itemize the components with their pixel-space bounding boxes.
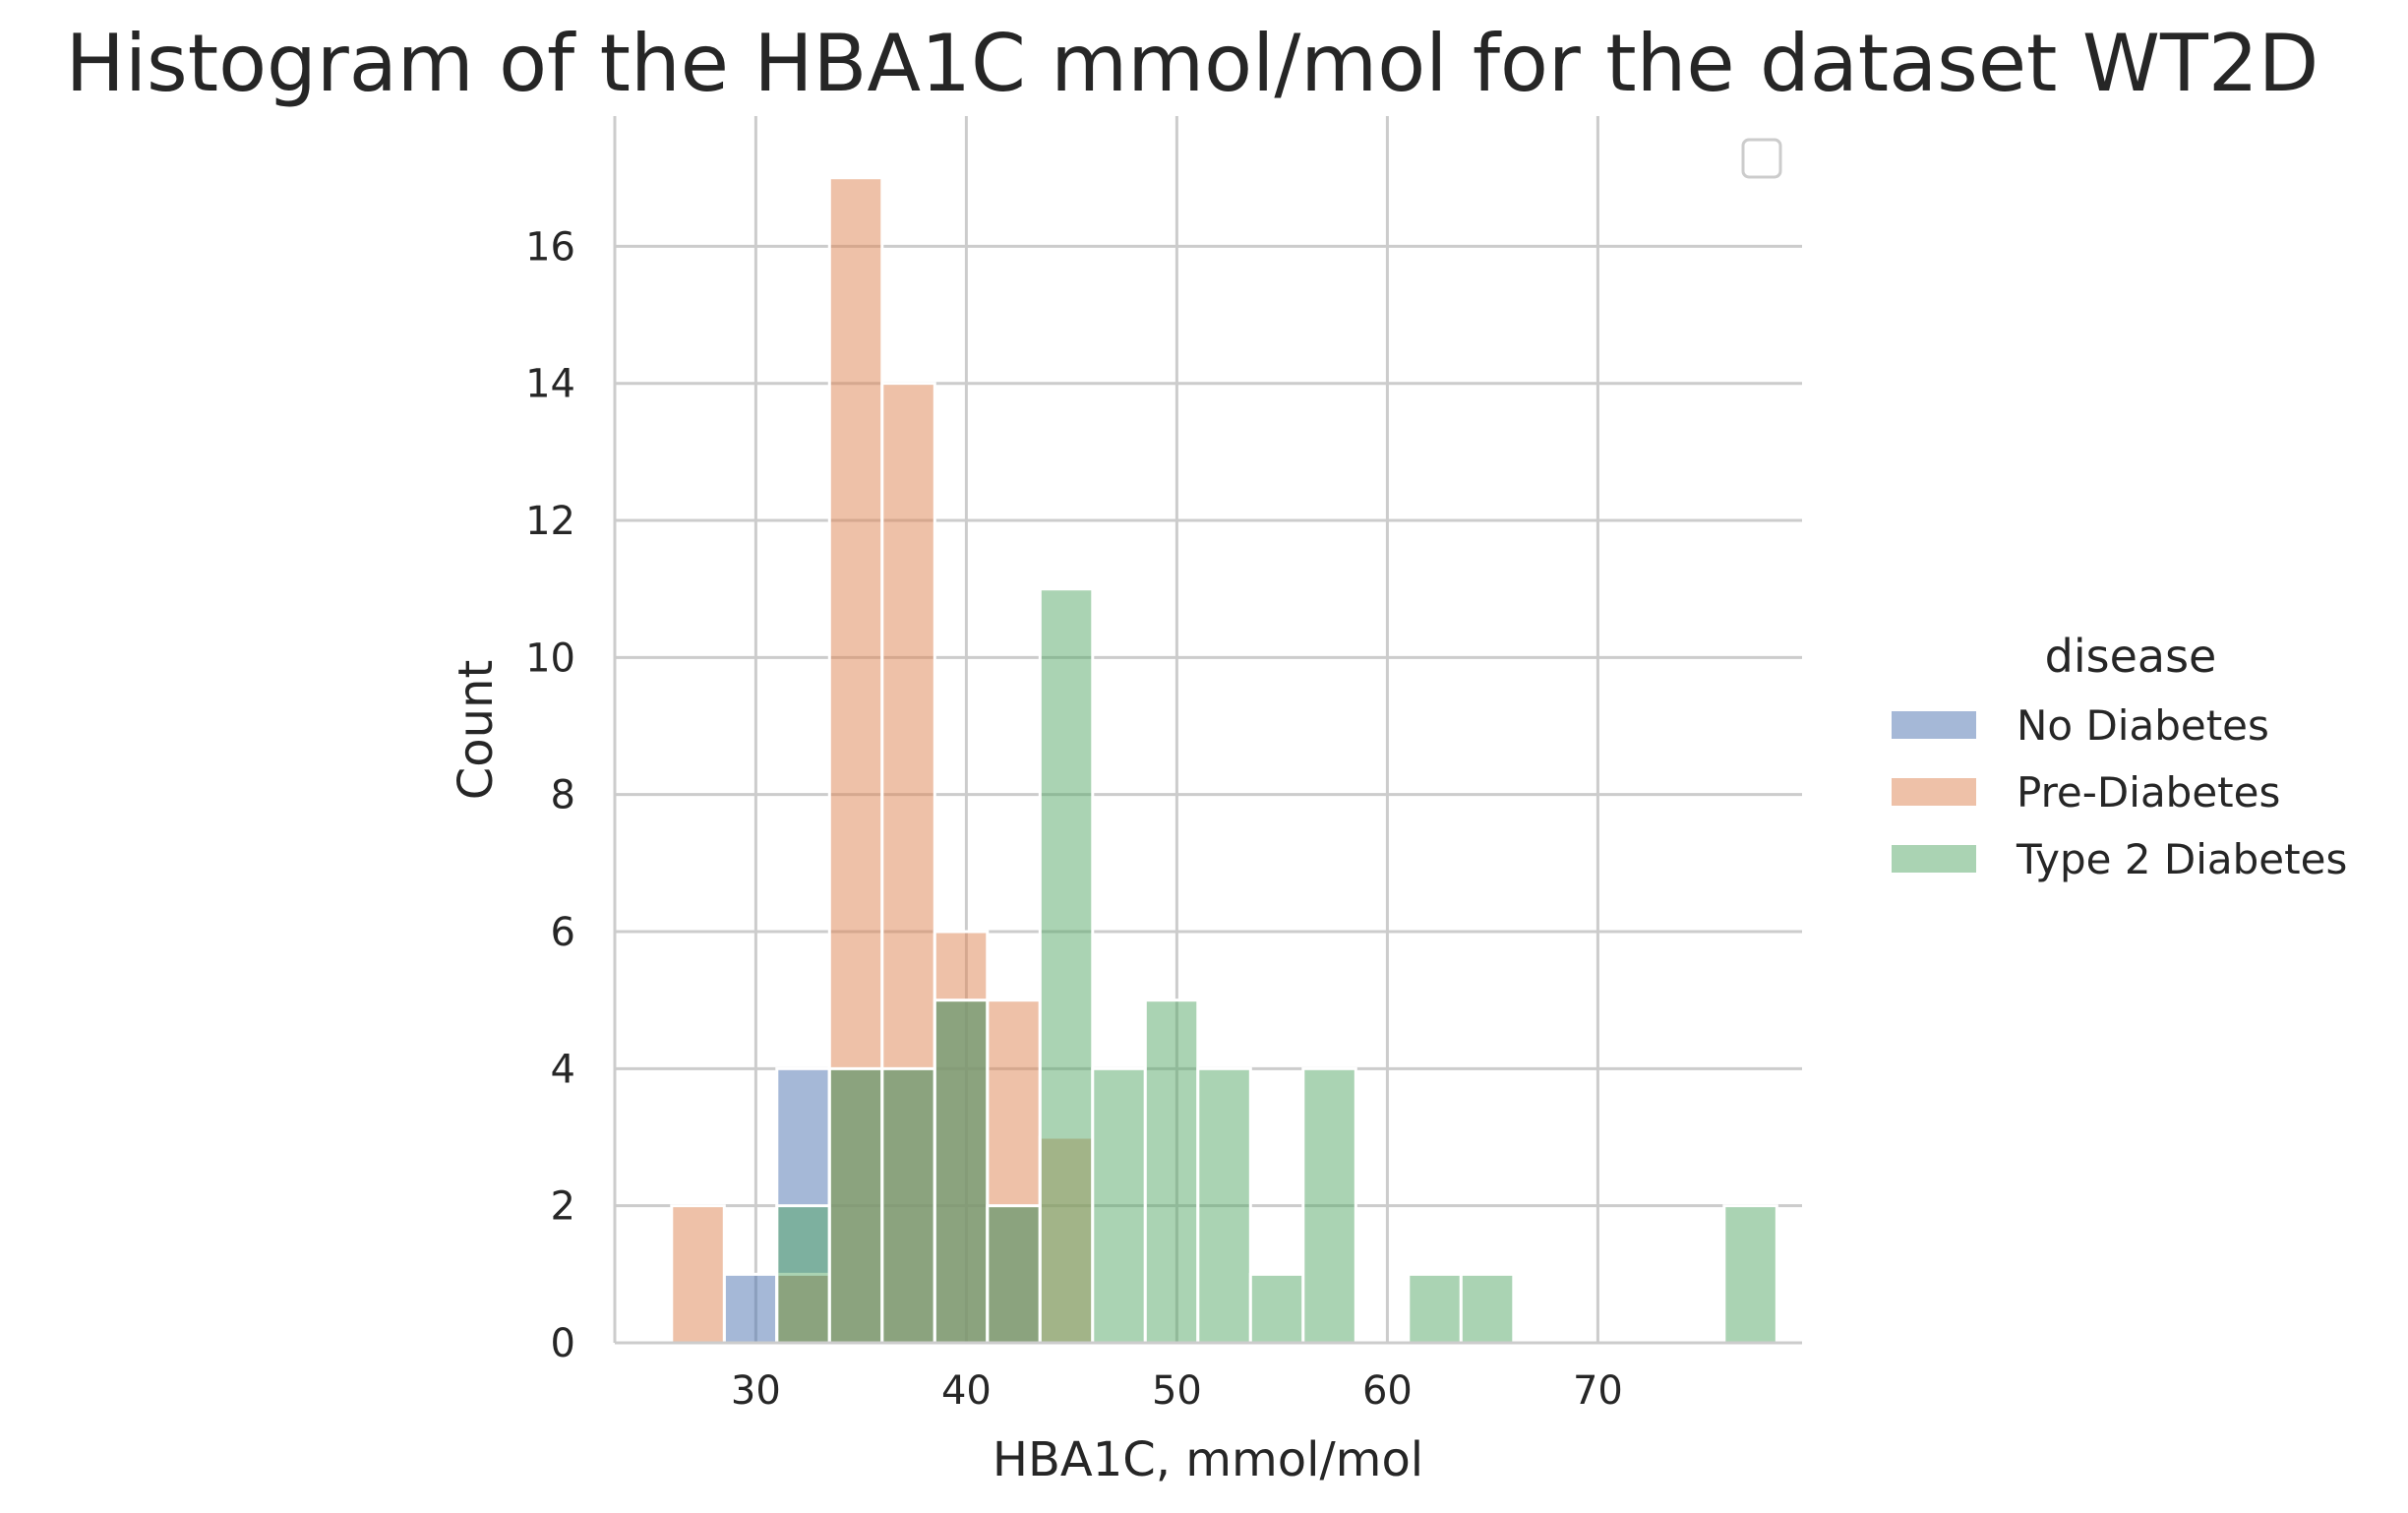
legend-swatch [1892, 711, 1976, 739]
y-tick-label: 10 [525, 635, 575, 681]
y-tick-label: 8 [551, 773, 575, 818]
legend-label: No Diabetes [2017, 701, 2269, 750]
legend-swatch [1892, 845, 1976, 873]
bar-type-2-diabetes [986, 1204, 1042, 1345]
bar-pre-diabetes [670, 1204, 726, 1345]
bar-type-2-diabetes [1038, 587, 1095, 1345]
legend-label: Pre-Diabetes [2017, 768, 2280, 817]
legend-title: disease [2045, 630, 2217, 683]
y-tick-label: 12 [525, 499, 575, 544]
bar-type-2-diabetes [1407, 1272, 1463, 1345]
x-tick-label: 50 [1152, 1368, 1202, 1414]
y-tick-labels: 0 2 4 6 8 10 12 14 16 [525, 224, 575, 1366]
legend-swatch [1892, 778, 1976, 806]
bar-type-2-diabetes [1091, 1066, 1147, 1345]
x-tick-label: 30 [731, 1368, 781, 1414]
x-tick-label: 40 [941, 1368, 992, 1414]
y-tick-label: 6 [551, 910, 575, 955]
bar-type-2-diabetes [1301, 1066, 1357, 1345]
legend: disease No Diabetes Pre-Diabetes Type 2 Di… [1892, 630, 2347, 883]
empty-legend-box [1741, 138, 1782, 179]
y-tick-label: 14 [525, 362, 575, 407]
bar-type-2-diabetes [880, 1066, 936, 1345]
bar-type-2-diabetes [1459, 1272, 1516, 1345]
bar-type-2-diabetes [1196, 1066, 1252, 1345]
bar-type-2-diabetes [1143, 999, 1200, 1345]
x-axis-label: HBA1C, mmol/mol [993, 1432, 1423, 1487]
histogram-bars [670, 176, 1778, 1345]
x-tick-label: 70 [1573, 1368, 1623, 1414]
y-axis-label: Count [449, 660, 504, 801]
y-tick-label: 16 [525, 224, 575, 270]
y-tick-label: 2 [551, 1184, 575, 1230]
x-tick-labels: 30 40 50 60 70 [731, 1368, 1623, 1414]
legend-label: Type 2 Diabetes [2016, 835, 2347, 883]
y-tick-label: 4 [551, 1047, 575, 1092]
bar-no-diabetes [722, 1272, 779, 1345]
axes [613, 116, 1802, 1345]
y-tick-label: 0 [551, 1321, 575, 1366]
bar-type-2-diabetes [1722, 1204, 1778, 1345]
bar-type-2-diabetes [933, 999, 990, 1345]
bar-type-2-diabetes [775, 1204, 831, 1345]
x-tick-label: 60 [1362, 1368, 1413, 1414]
chart-title: Histogram of the HBA1C mmol/mol for the … [66, 18, 2319, 109]
bar-type-2-diabetes [827, 1066, 884, 1345]
bar-type-2-diabetes [1248, 1272, 1305, 1345]
